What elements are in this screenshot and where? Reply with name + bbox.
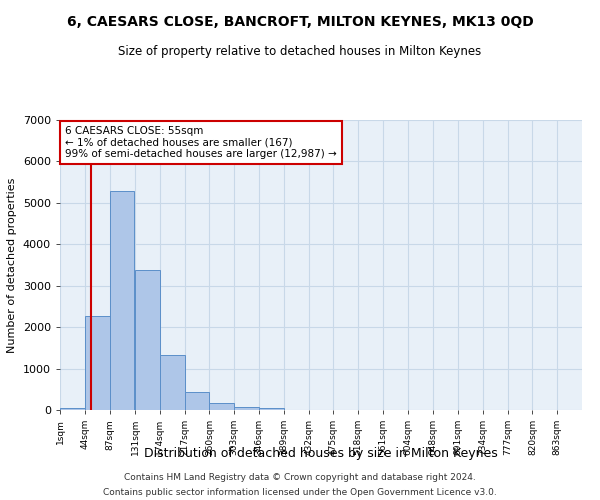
Text: 6, CAESARS CLOSE, BANCROFT, MILTON KEYNES, MK13 0QD: 6, CAESARS CLOSE, BANCROFT, MILTON KEYNE… xyxy=(67,15,533,29)
Bar xyxy=(234,406,259,410)
Bar xyxy=(85,316,110,410)
Y-axis label: Number of detached properties: Number of detached properties xyxy=(7,178,17,352)
Text: Distribution of detached houses by size in Milton Keynes: Distribution of detached houses by size … xyxy=(144,448,498,460)
Bar xyxy=(209,404,234,410)
Bar xyxy=(185,392,209,410)
Text: Contains public sector information licensed under the Open Government Licence v3: Contains public sector information licen… xyxy=(103,488,497,497)
Bar xyxy=(60,408,85,410)
Bar xyxy=(135,270,160,410)
Bar xyxy=(259,408,284,410)
Bar xyxy=(110,192,134,410)
Text: Size of property relative to detached houses in Milton Keynes: Size of property relative to detached ho… xyxy=(118,45,482,58)
Bar xyxy=(160,356,185,410)
Text: 6 CAESARS CLOSE: 55sqm
← 1% of detached houses are smaller (167)
99% of semi-det: 6 CAESARS CLOSE: 55sqm ← 1% of detached … xyxy=(65,126,337,159)
Text: Contains HM Land Registry data © Crown copyright and database right 2024.: Contains HM Land Registry data © Crown c… xyxy=(124,473,476,482)
